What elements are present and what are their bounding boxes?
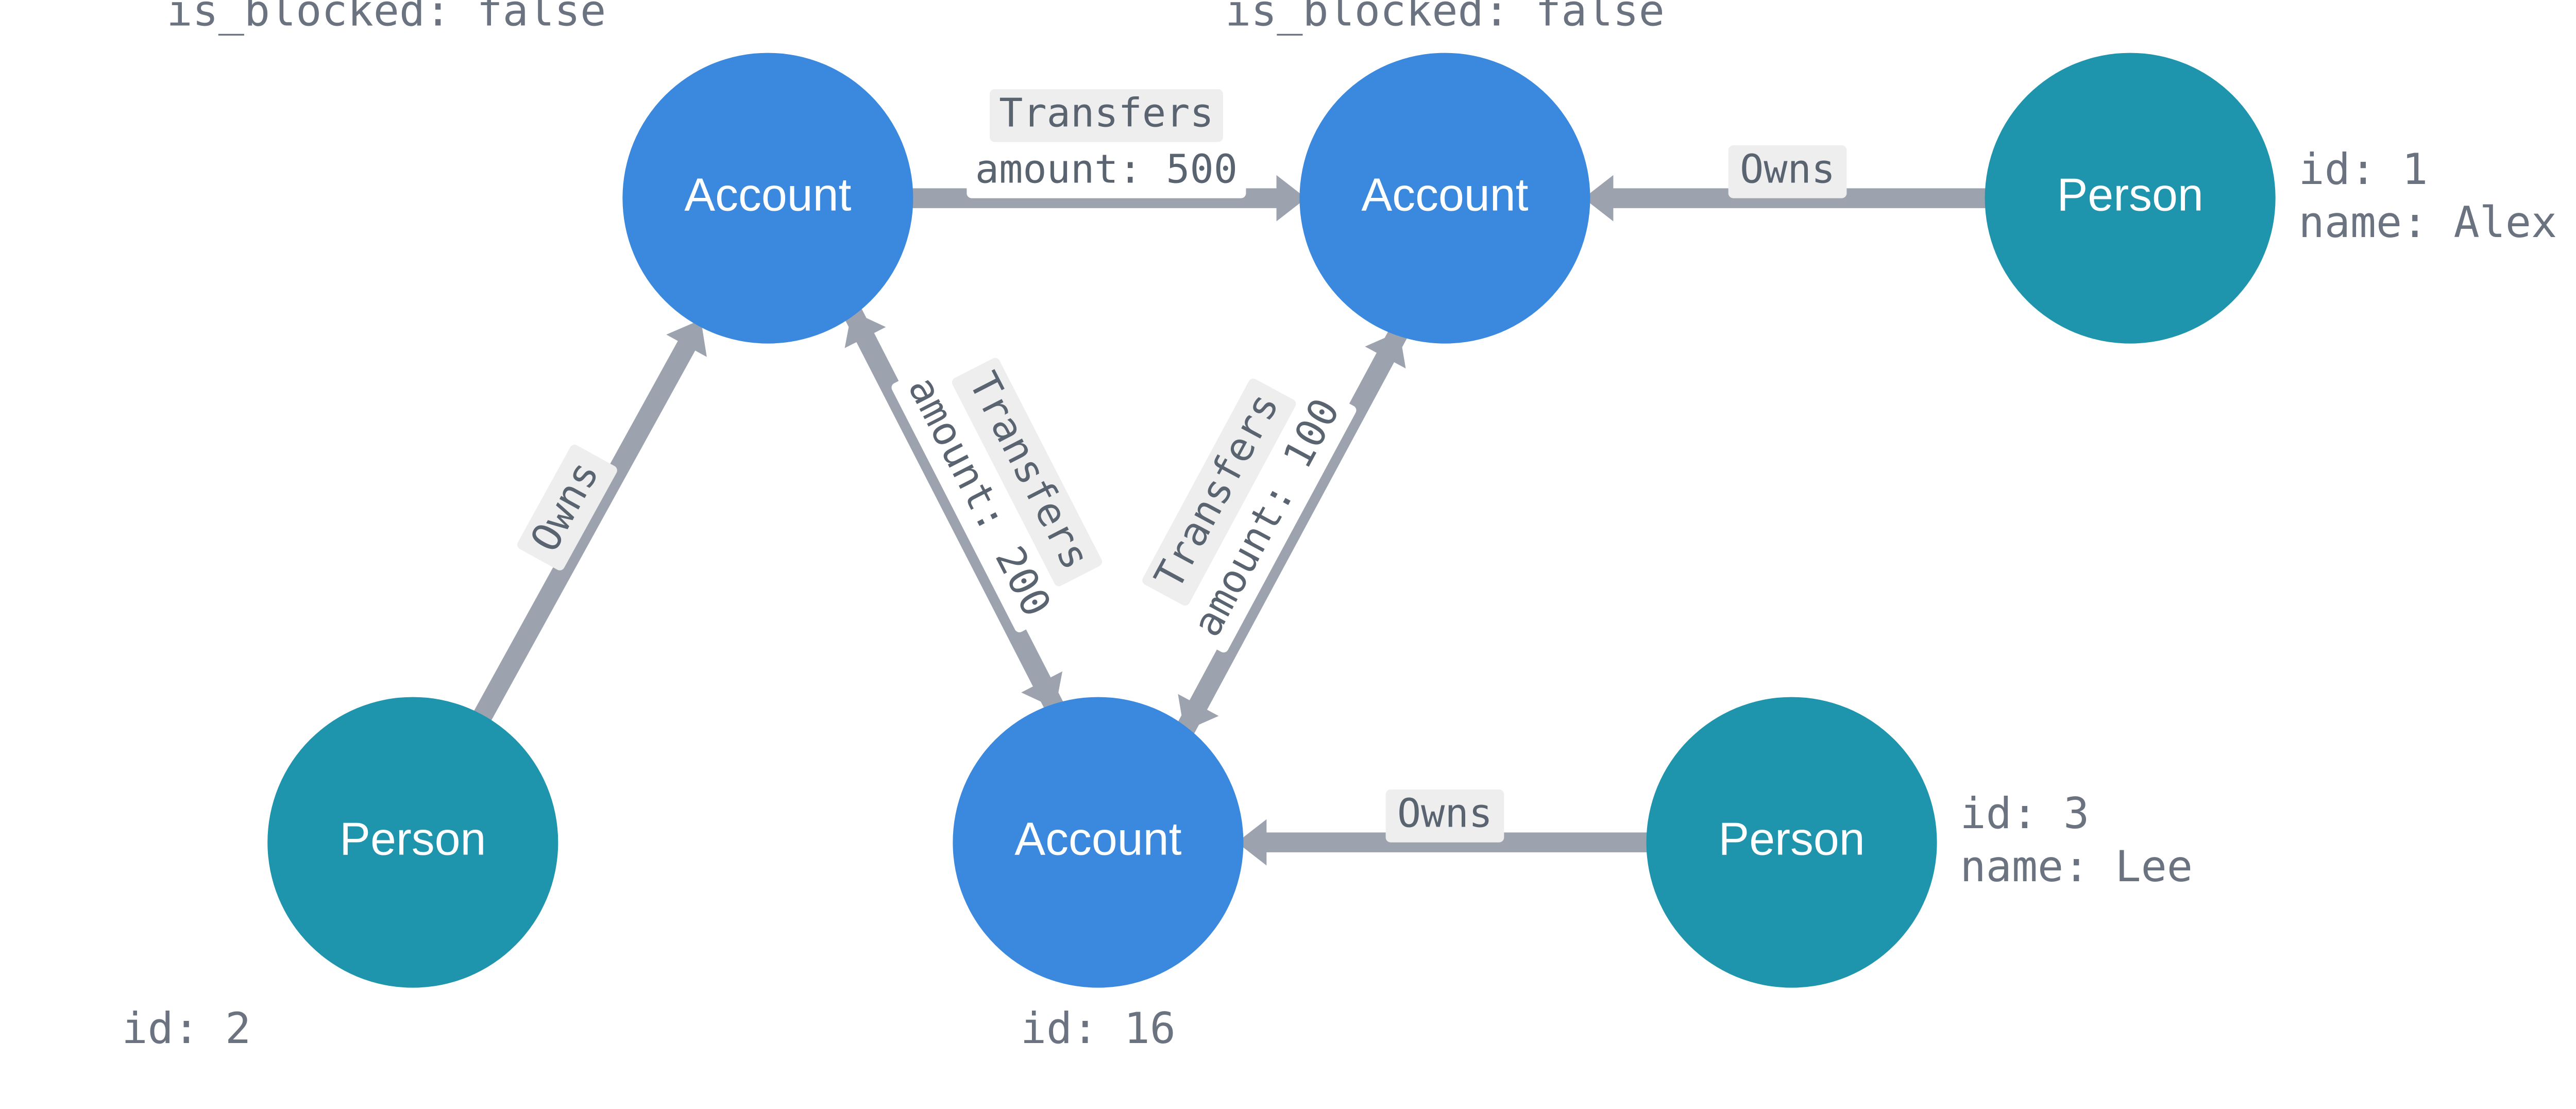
- node-prop: is_blocked: true: [891, 1056, 1305, 1057]
- node-prop: name: Lee: [1960, 842, 2193, 892]
- node-prop: id: 3: [1960, 788, 2089, 838]
- edge-label-group: Transfers amount: 500: [967, 89, 1246, 198]
- node-label: Account: [1361, 169, 1528, 221]
- node-label: Person: [340, 813, 486, 865]
- node-label: Account: [1014, 813, 1181, 865]
- svg-text:Transfers: Transfers: [999, 90, 1214, 136]
- node-prop: name: Dana: [0, 1056, 251, 1057]
- svg-text:amount: 500: amount: 500: [975, 146, 1238, 192]
- svg-text:Owns: Owns: [1740, 146, 1835, 192]
- edge-label-group: Transfersamount: 100: [1130, 357, 1358, 654]
- svg-text:Owns: Owns: [1397, 791, 1493, 836]
- node-prop: id: 1: [2299, 144, 2428, 194]
- edge-label-group: Owns: [1728, 145, 1847, 198]
- node-label: Person: [1718, 813, 1865, 865]
- node-prop: id: 2: [122, 1003, 251, 1053]
- node-prop: id: 16: [1021, 1003, 1176, 1053]
- graph-diagram: Transfers amount: 500 Owns Owns Transfersamo…: [0, 0, 2576, 1057]
- node-prop: name: Alex: [2299, 197, 2557, 247]
- node-prop: is_blocked: false: [1225, 0, 1665, 36]
- node-prop: is_blocked: false: [166, 0, 606, 36]
- node-label: Person: [2057, 169, 2203, 221]
- node-label: Account: [684, 169, 851, 221]
- edge-label-group: Owns: [1386, 789, 1504, 843]
